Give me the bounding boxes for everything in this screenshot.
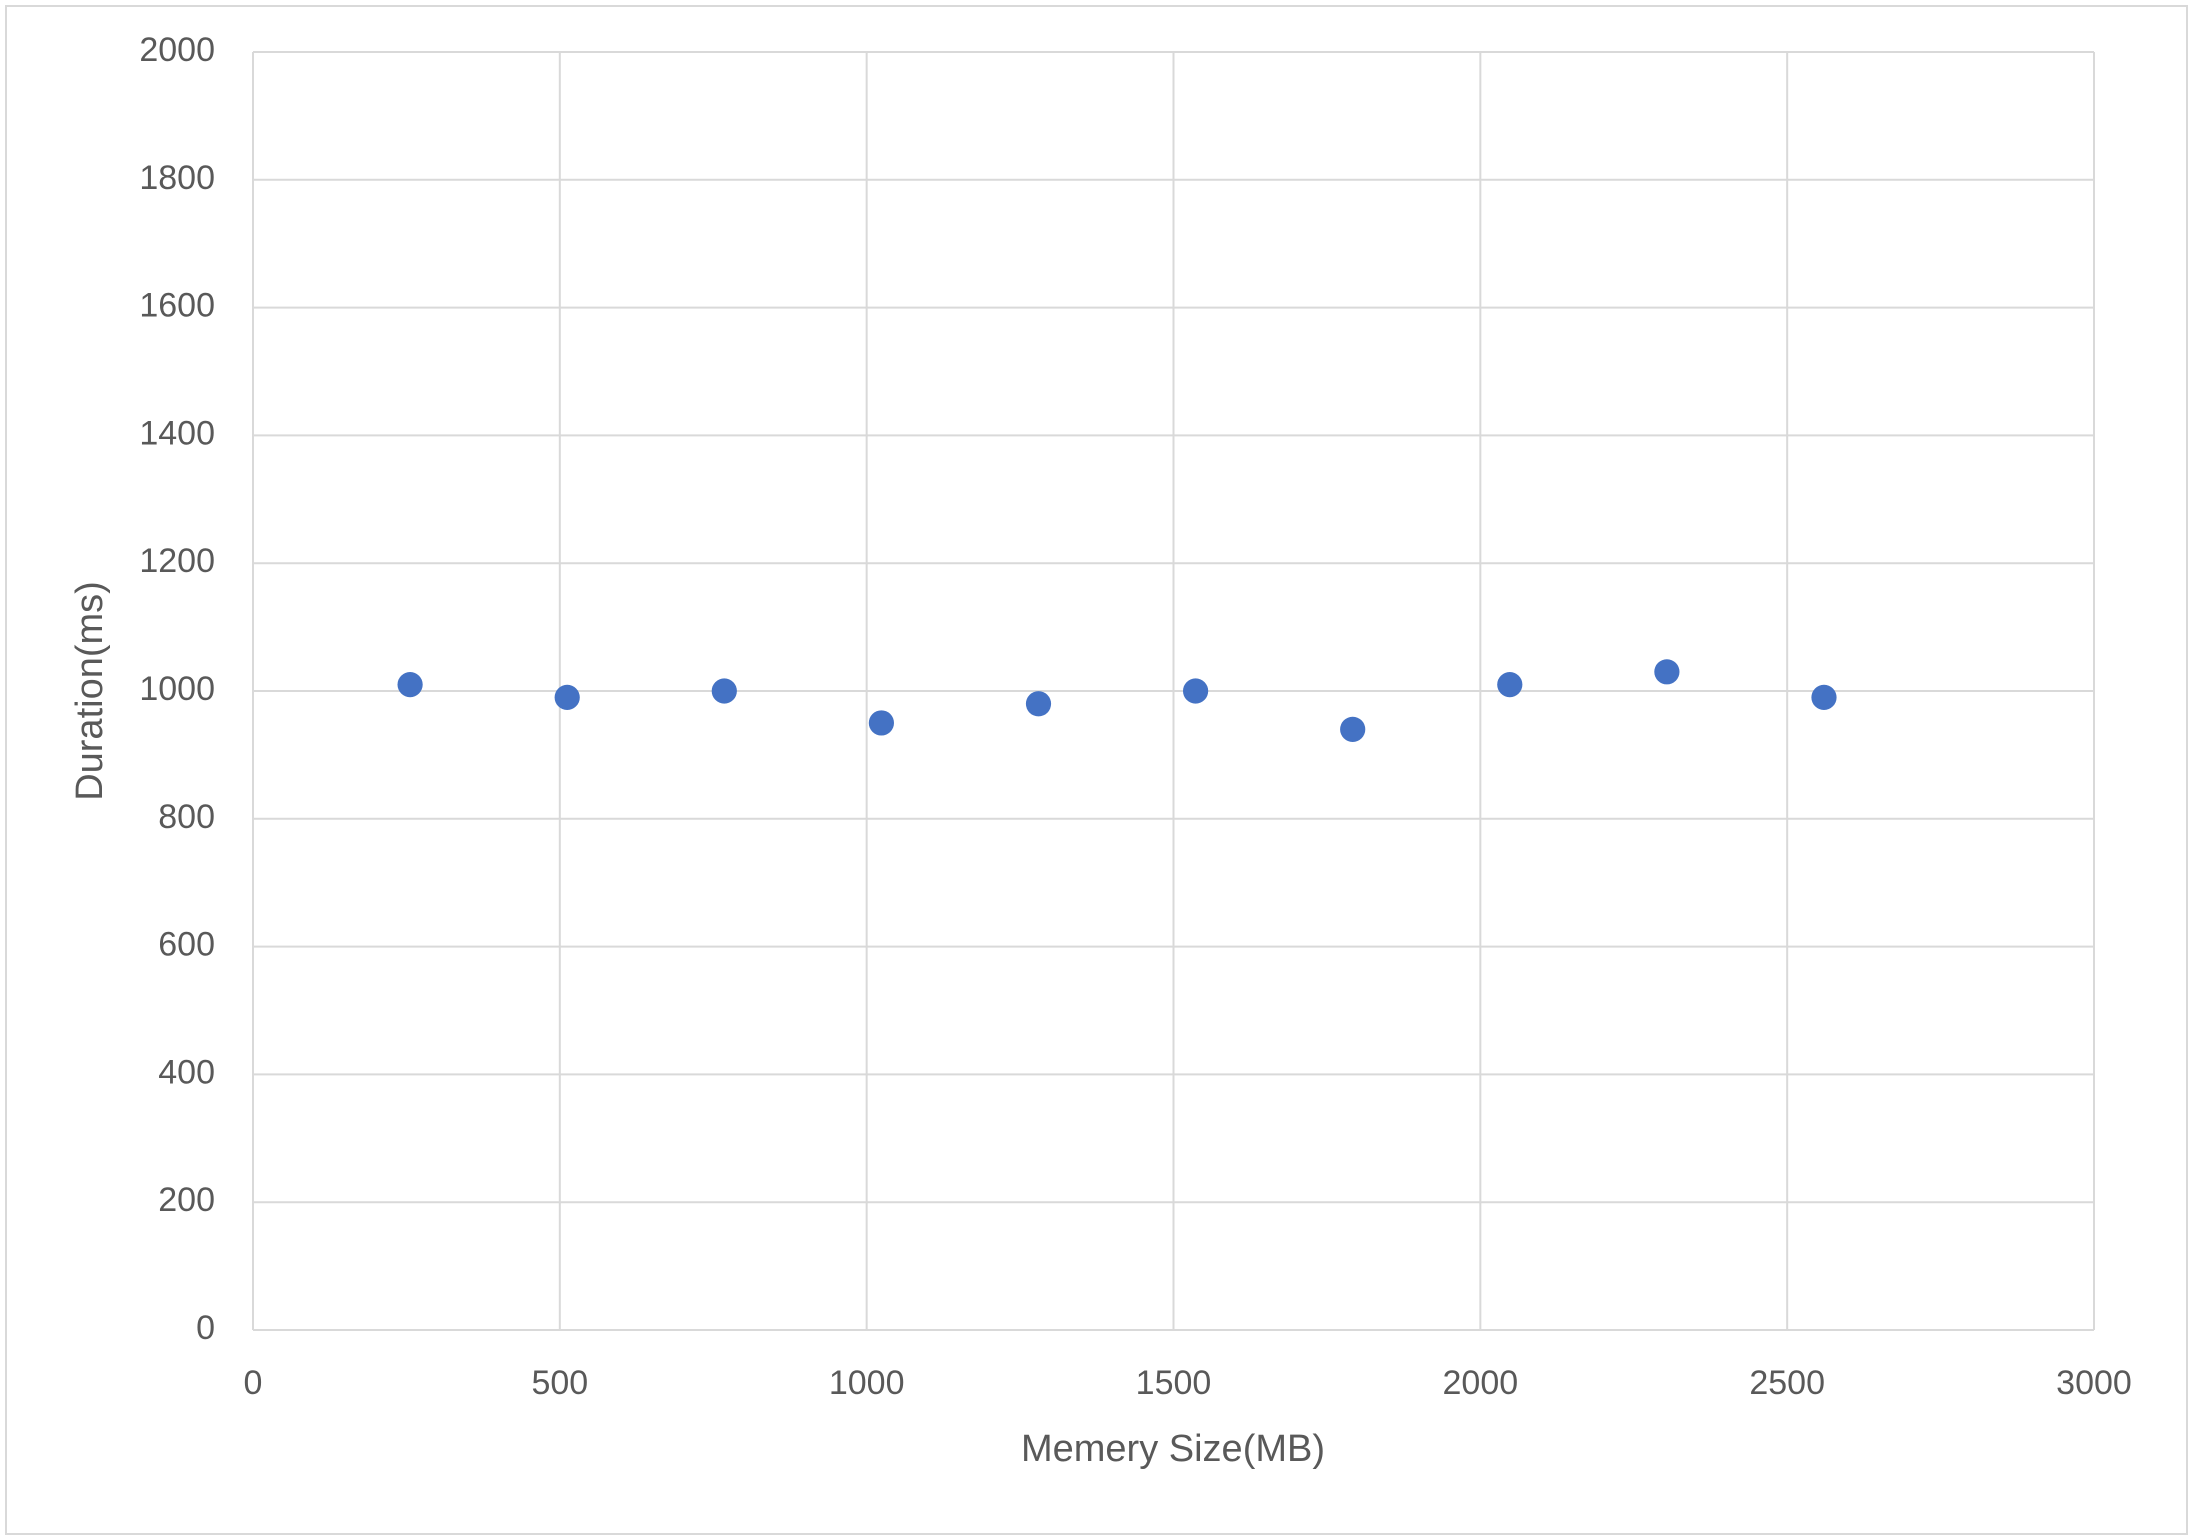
y-tick-label: 400: [158, 1053, 215, 1091]
point: [1497, 672, 1523, 698]
y-tick-label: 1800: [139, 159, 215, 197]
y-tick-label: 800: [158, 798, 215, 836]
point: [1811, 684, 1837, 710]
x-tick-label: 3000: [2056, 1364, 2132, 1402]
point: [1182, 678, 1209, 704]
y-axis-title: Duration(ms): [69, 581, 111, 801]
point: [397, 672, 423, 698]
y-tick-label: 600: [158, 926, 215, 964]
x-tick-label: 1500: [1136, 1364, 1212, 1402]
point: [1340, 716, 1366, 742]
x-tick-label: 2000: [1443, 1364, 1519, 1402]
y-tick-label: 1200: [139, 542, 215, 580]
x-tick-label: 0: [244, 1364, 263, 1402]
y-tick-label: 1600: [139, 287, 215, 325]
point: [1025, 691, 1052, 717]
x-tick-label: 1000: [829, 1364, 905, 1402]
x-tick-label: 2500: [1749, 1364, 1825, 1402]
x-tick-label: 500: [531, 1364, 588, 1402]
y-tick-label: 0: [196, 1309, 215, 1347]
point: [554, 684, 580, 710]
chart-border: [5, 5, 2188, 1535]
y-tick-label: 1400: [139, 414, 215, 452]
y-tick-label: 2000: [139, 31, 215, 69]
y-tick-label: 1000: [139, 670, 215, 708]
y-tick-label: 200: [158, 1181, 215, 1219]
point: [1654, 659, 1680, 685]
x-axis-title: Memery Size(MB): [1021, 1428, 1325, 1470]
point: [711, 678, 737, 704]
point: [868, 710, 894, 736]
